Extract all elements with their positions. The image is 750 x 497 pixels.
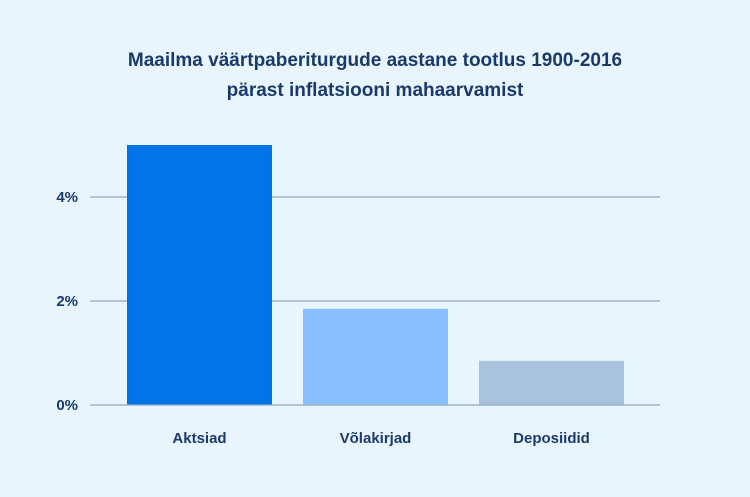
y-tick-label: 4% xyxy=(56,189,78,206)
category-label: Deposiidid xyxy=(513,430,590,447)
bar-aktsiad xyxy=(127,145,272,405)
bar-deposiidid xyxy=(479,360,624,405)
bar-võlakirjad xyxy=(303,308,448,405)
chart-title-line-2: pärast inflatsiooni mahaarvamist xyxy=(226,80,524,101)
y-tick-label: 2% xyxy=(56,293,78,310)
y-tick-label: 0% xyxy=(56,397,78,414)
category-label: Võlakirjad xyxy=(340,430,412,447)
chart-title-line-1: Maailma väärtpaberiturgude aastane tootl… xyxy=(127,50,623,71)
category-label: Aktsiad xyxy=(172,430,226,447)
